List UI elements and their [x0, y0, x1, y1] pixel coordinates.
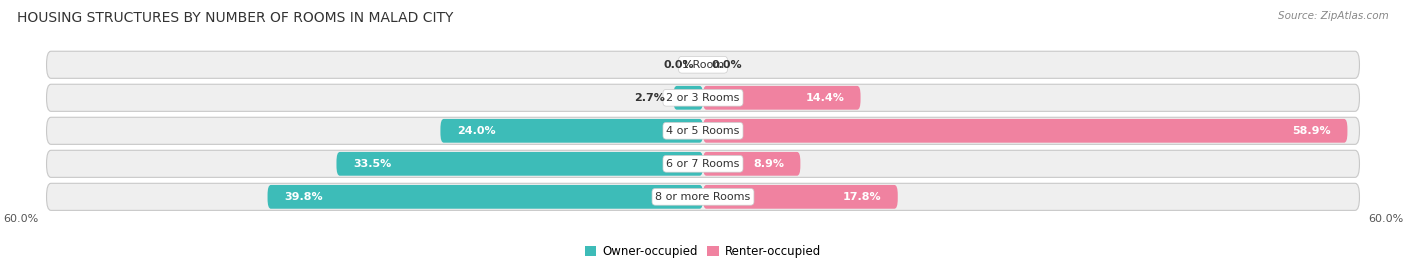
FancyBboxPatch shape	[703, 152, 800, 176]
Text: 1 Room: 1 Room	[682, 60, 724, 70]
FancyBboxPatch shape	[703, 86, 860, 110]
FancyBboxPatch shape	[267, 185, 703, 209]
Text: 17.8%: 17.8%	[842, 192, 882, 202]
FancyBboxPatch shape	[703, 119, 1347, 143]
FancyBboxPatch shape	[46, 183, 1360, 210]
Text: 33.5%: 33.5%	[353, 159, 391, 169]
Text: 4 or 5 Rooms: 4 or 5 Rooms	[666, 126, 740, 136]
FancyBboxPatch shape	[336, 152, 703, 176]
Text: 8 or more Rooms: 8 or more Rooms	[655, 192, 751, 202]
FancyBboxPatch shape	[46, 150, 1360, 177]
Text: 2.7%: 2.7%	[634, 93, 665, 103]
Text: 6 or 7 Rooms: 6 or 7 Rooms	[666, 159, 740, 169]
Text: 39.8%: 39.8%	[284, 192, 322, 202]
Text: 60.0%: 60.0%	[1368, 214, 1403, 224]
FancyBboxPatch shape	[46, 84, 1360, 111]
Legend: Owner-occupied, Renter-occupied: Owner-occupied, Renter-occupied	[579, 240, 827, 263]
FancyBboxPatch shape	[46, 117, 1360, 144]
FancyBboxPatch shape	[46, 51, 1360, 78]
Text: 58.9%: 58.9%	[1292, 126, 1331, 136]
Text: 0.0%: 0.0%	[711, 60, 742, 70]
FancyBboxPatch shape	[673, 86, 703, 110]
Text: HOUSING STRUCTURES BY NUMBER OF ROOMS IN MALAD CITY: HOUSING STRUCTURES BY NUMBER OF ROOMS IN…	[17, 11, 453, 25]
Text: 8.9%: 8.9%	[754, 159, 785, 169]
FancyBboxPatch shape	[703, 185, 898, 209]
FancyBboxPatch shape	[440, 119, 703, 143]
Text: 2 or 3 Rooms: 2 or 3 Rooms	[666, 93, 740, 103]
Text: Source: ZipAtlas.com: Source: ZipAtlas.com	[1278, 11, 1389, 21]
Text: 60.0%: 60.0%	[3, 214, 38, 224]
Text: 24.0%: 24.0%	[457, 126, 495, 136]
Text: 14.4%: 14.4%	[806, 93, 844, 103]
Text: 0.0%: 0.0%	[664, 60, 695, 70]
